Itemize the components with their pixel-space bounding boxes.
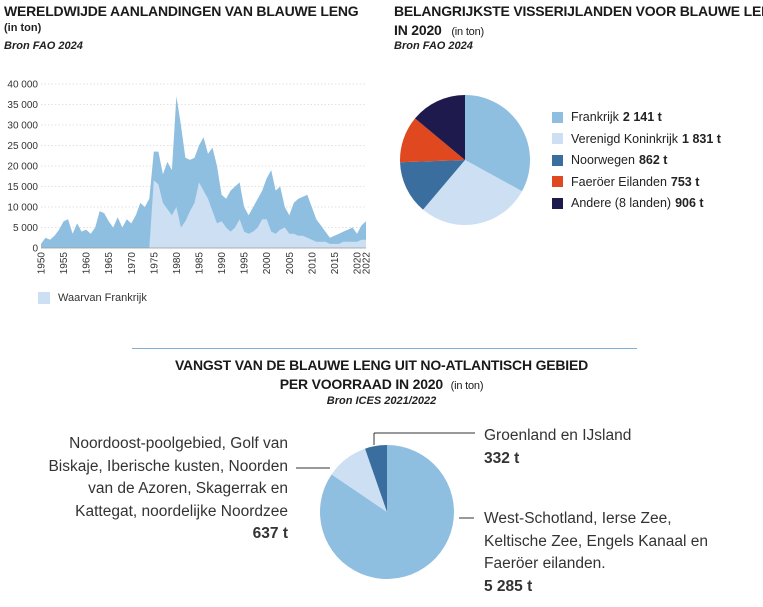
- area-series-total: [41, 96, 366, 248]
- area-chart-title: WERELDWIJDE AANLANDINGEN VAN BLAUWE LENG: [4, 3, 359, 19]
- legend-label: Noorwegen: [571, 153, 635, 167]
- pie-stocks-leader-lines: [296, 432, 475, 519]
- pie-stocks-title-sub: PER VOORRAAD IN 2020: [279, 376, 443, 392]
- pie-stocks-slice-north: [331, 448, 387, 512]
- area-chart-x-ticks: 1950 1955 1960 1965 1970 1975 1980 1985 1990 1995…: [37, 252, 373, 275]
- callout-north-line-4: Kattegat, noordelijke Noordzee: [75, 502, 288, 520]
- pie-countries-slice: [400, 118, 465, 163]
- y-tick-label: 0: [32, 244, 38, 255]
- legend-value: 1 831 t: [682, 131, 721, 146]
- area-chart-y-ticks: 0 5 000 10 000 15 000 20 000 25 000 30 000 35 0…: [7, 80, 38, 255]
- callout-greenland: Groenland en IJsland 332 t: [484, 425, 631, 470]
- x-tick-label: 1995: [240, 252, 251, 275]
- legend-label: Andere (8 landen): [571, 196, 672, 210]
- section-divider: [132, 348, 637, 349]
- pie-countries-slice: [400, 160, 465, 210]
- x-tick-label: 2020: [352, 252, 363, 275]
- pie-countries-source: Bron FAO 2024: [394, 40, 473, 52]
- y-tick-label: 10 000: [7, 203, 38, 214]
- callout-west-line-3: Faeröer eilanden.: [484, 555, 606, 572]
- legend-value: 753 t: [670, 174, 700, 189]
- x-tick-label: 1970: [127, 252, 138, 275]
- x-tick-label: 1985: [194, 252, 205, 275]
- y-tick-label: 35 000: [7, 100, 38, 111]
- pie-stocks-slices: [320, 445, 455, 579]
- callout-north-line-2: Biskaje, Iberische kusten, Noorden: [48, 457, 288, 475]
- pie-countries-slice: [423, 160, 523, 226]
- pie-countries-title: BELANGRIJKSTE VISSERIJLANDEN VOOR BLAUWE…: [394, 3, 763, 19]
- legend-swatch: [552, 197, 563, 209]
- pie-countries: [400, 95, 530, 226]
- legend-label: Frankrijk: [571, 110, 619, 124]
- callout-west: West-Schotland, Ierse Zee, Keltische Zee…: [484, 508, 708, 598]
- pie-stocks-unit: (in ton): [450, 380, 484, 392]
- legend-item: Faeröer Eilanden 753 t: [552, 175, 699, 189]
- pie-stocks-slice-greenland: [365, 445, 387, 512]
- legend-swatch: [552, 111, 563, 123]
- x-tick-label: 1980: [172, 252, 183, 275]
- y-tick-label: 15 000: [7, 182, 38, 193]
- x-tick-label: 2000: [262, 252, 273, 275]
- x-tick-label: 1960: [82, 252, 93, 275]
- x-tick-label: 2022: [362, 252, 373, 275]
- legend-value: 862 t: [638, 153, 668, 167]
- callout-west-line-1: West-Schotland, Ierse Zee,: [484, 510, 672, 527]
- pie-countries-slice: [465, 95, 530, 192]
- legend-swatch: [552, 154, 563, 166]
- x-tick-label: 1975: [149, 252, 160, 275]
- callout-north-value: 637 t: [252, 525, 288, 542]
- legend-item: Frankrijk 2 141 t: [552, 110, 662, 124]
- callout-greenland-value: 332 t: [484, 449, 520, 467]
- legend-swatch: [552, 133, 563, 144]
- y-tick-label: 5 000: [13, 223, 38, 234]
- callout-greenland-label: Groenland en IJsland: [484, 427, 632, 444]
- callout-north: Noordoost-poolgebied, Golf van Biskaje, …: [48, 433, 288, 546]
- pie-countries-title-year: IN 2020: [394, 22, 442, 38]
- pie-stocks-source: Bron ICES 2021/2022: [326, 395, 437, 407]
- area-chart-source: Bron FAO 2024: [4, 40, 83, 52]
- x-tick-label: 1965: [104, 252, 115, 275]
- area-chart-legend: Waarvan Frankrijk: [38, 292, 147, 304]
- legend-label-france: Waarvan Frankrijk: [58, 292, 147, 304]
- callout-west-value: 5 285 t: [484, 577, 533, 595]
- x-tick-label: 1955: [59, 252, 70, 275]
- x-tick-label: 2005: [285, 252, 296, 275]
- legend-value: 2 141 t: [622, 110, 662, 124]
- legend-item: Andere (8 landen) 906 t: [552, 196, 704, 210]
- pie-stocks-slice-west: [320, 445, 455, 579]
- legend-swatch: [552, 176, 563, 187]
- pie-countries-slices: [400, 95, 530, 226]
- y-tick-label: 30 000: [7, 121, 38, 132]
- legend-label: Faeröer Eilanden: [571, 174, 667, 189]
- pie-stocks-title-line2: PER VOORRAAD IN 2020 (in ton): [0, 376, 763, 392]
- pie-countries-slice: [415, 95, 465, 160]
- legend-item: Noorwegen 862 t: [552, 153, 667, 167]
- legend-value: 906 t: [675, 196, 704, 210]
- pie-stocks-title: VANGST VAN DE BLAUWE LENG UIT NO-ATLANTI…: [174, 357, 589, 373]
- pie-countries-title-line2: IN 2020 (in ton): [394, 22, 484, 38]
- x-tick-label: 2010: [307, 252, 318, 275]
- x-tick-label: 1950: [37, 252, 48, 275]
- pie-countries-unit: (in ton): [451, 26, 484, 38]
- y-tick-label: 25 000: [7, 141, 38, 152]
- y-tick-label: 40 000: [7, 80, 38, 91]
- callout-north-line-3: van de Azoren, Skagerrak en: [88, 480, 288, 497]
- legend-item: Verenigd Koninkrijk 1 831 t: [552, 132, 721, 146]
- area-chart-unit: (in ton): [4, 22, 42, 34]
- area-chart: 0 5 000 10 000 15 000 20 000 25 000 30 000 35 0…: [7, 80, 373, 275]
- legend-label: Verenigd Koninkrijk: [571, 131, 679, 146]
- callout-north-line-1: Noordoost-poolgebied, Golf van: [69, 435, 288, 452]
- x-tick-label: 2015: [330, 252, 341, 275]
- x-tick-label: 1990: [217, 252, 228, 275]
- area-series-france: [41, 180, 366, 248]
- area-chart-series: [41, 96, 366, 249]
- legend-swatch-france: [38, 292, 50, 304]
- y-tick-label: 20 000: [7, 162, 38, 173]
- callout-west-line-2: Keltische Zee, Engels Kanaal en: [484, 532, 709, 550]
